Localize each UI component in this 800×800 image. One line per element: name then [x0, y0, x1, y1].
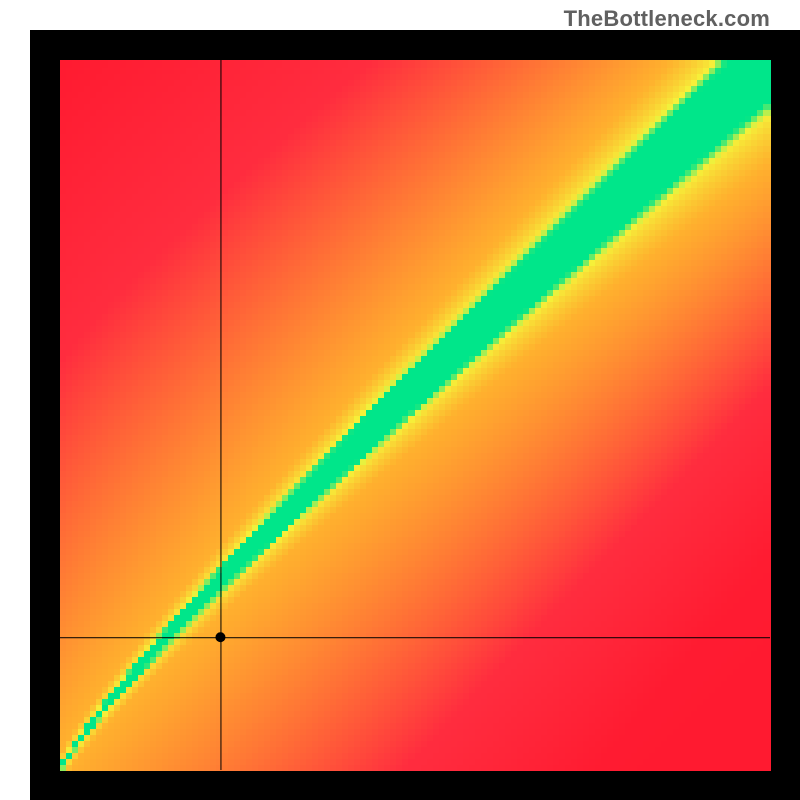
figure-container: TheBottleneck.com — [0, 0, 800, 800]
bottleneck-heatmap — [30, 30, 800, 800]
watermark-text: TheBottleneck.com — [564, 6, 770, 32]
